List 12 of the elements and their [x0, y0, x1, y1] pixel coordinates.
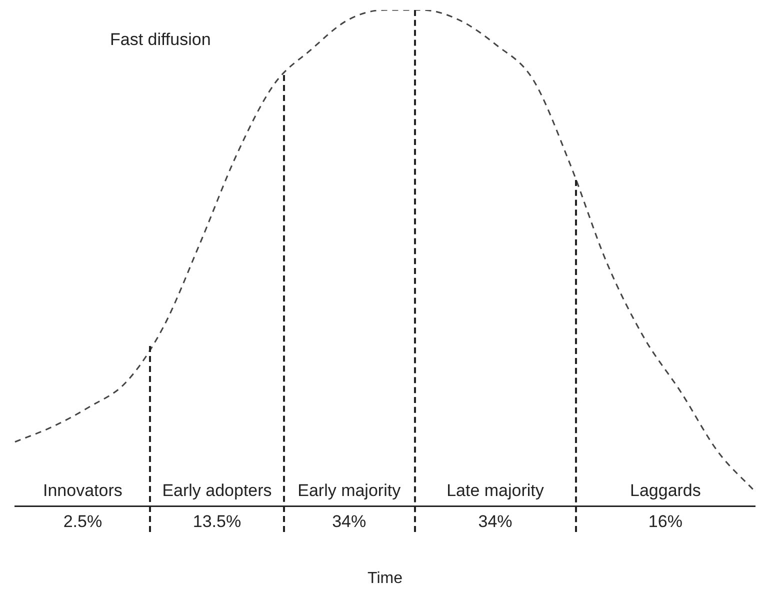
annotation: Early adopters	[161, 481, 273, 500]
text: 16%	[647, 512, 684, 532]
text: 34%	[477, 512, 514, 532]
x-axis-title: Time	[368, 570, 403, 587]
annotation: Fast diffusion	[110, 30, 212, 49]
annotation: Innovators	[42, 481, 124, 500]
annotation: Early majority	[296, 481, 402, 500]
text: 2.5%	[62, 512, 104, 532]
annotation: Laggards	[629, 481, 702, 500]
text: 13.5%	[192, 512, 242, 532]
text: 34%	[331, 512, 368, 532]
annotation: Late majority	[446, 481, 545, 500]
